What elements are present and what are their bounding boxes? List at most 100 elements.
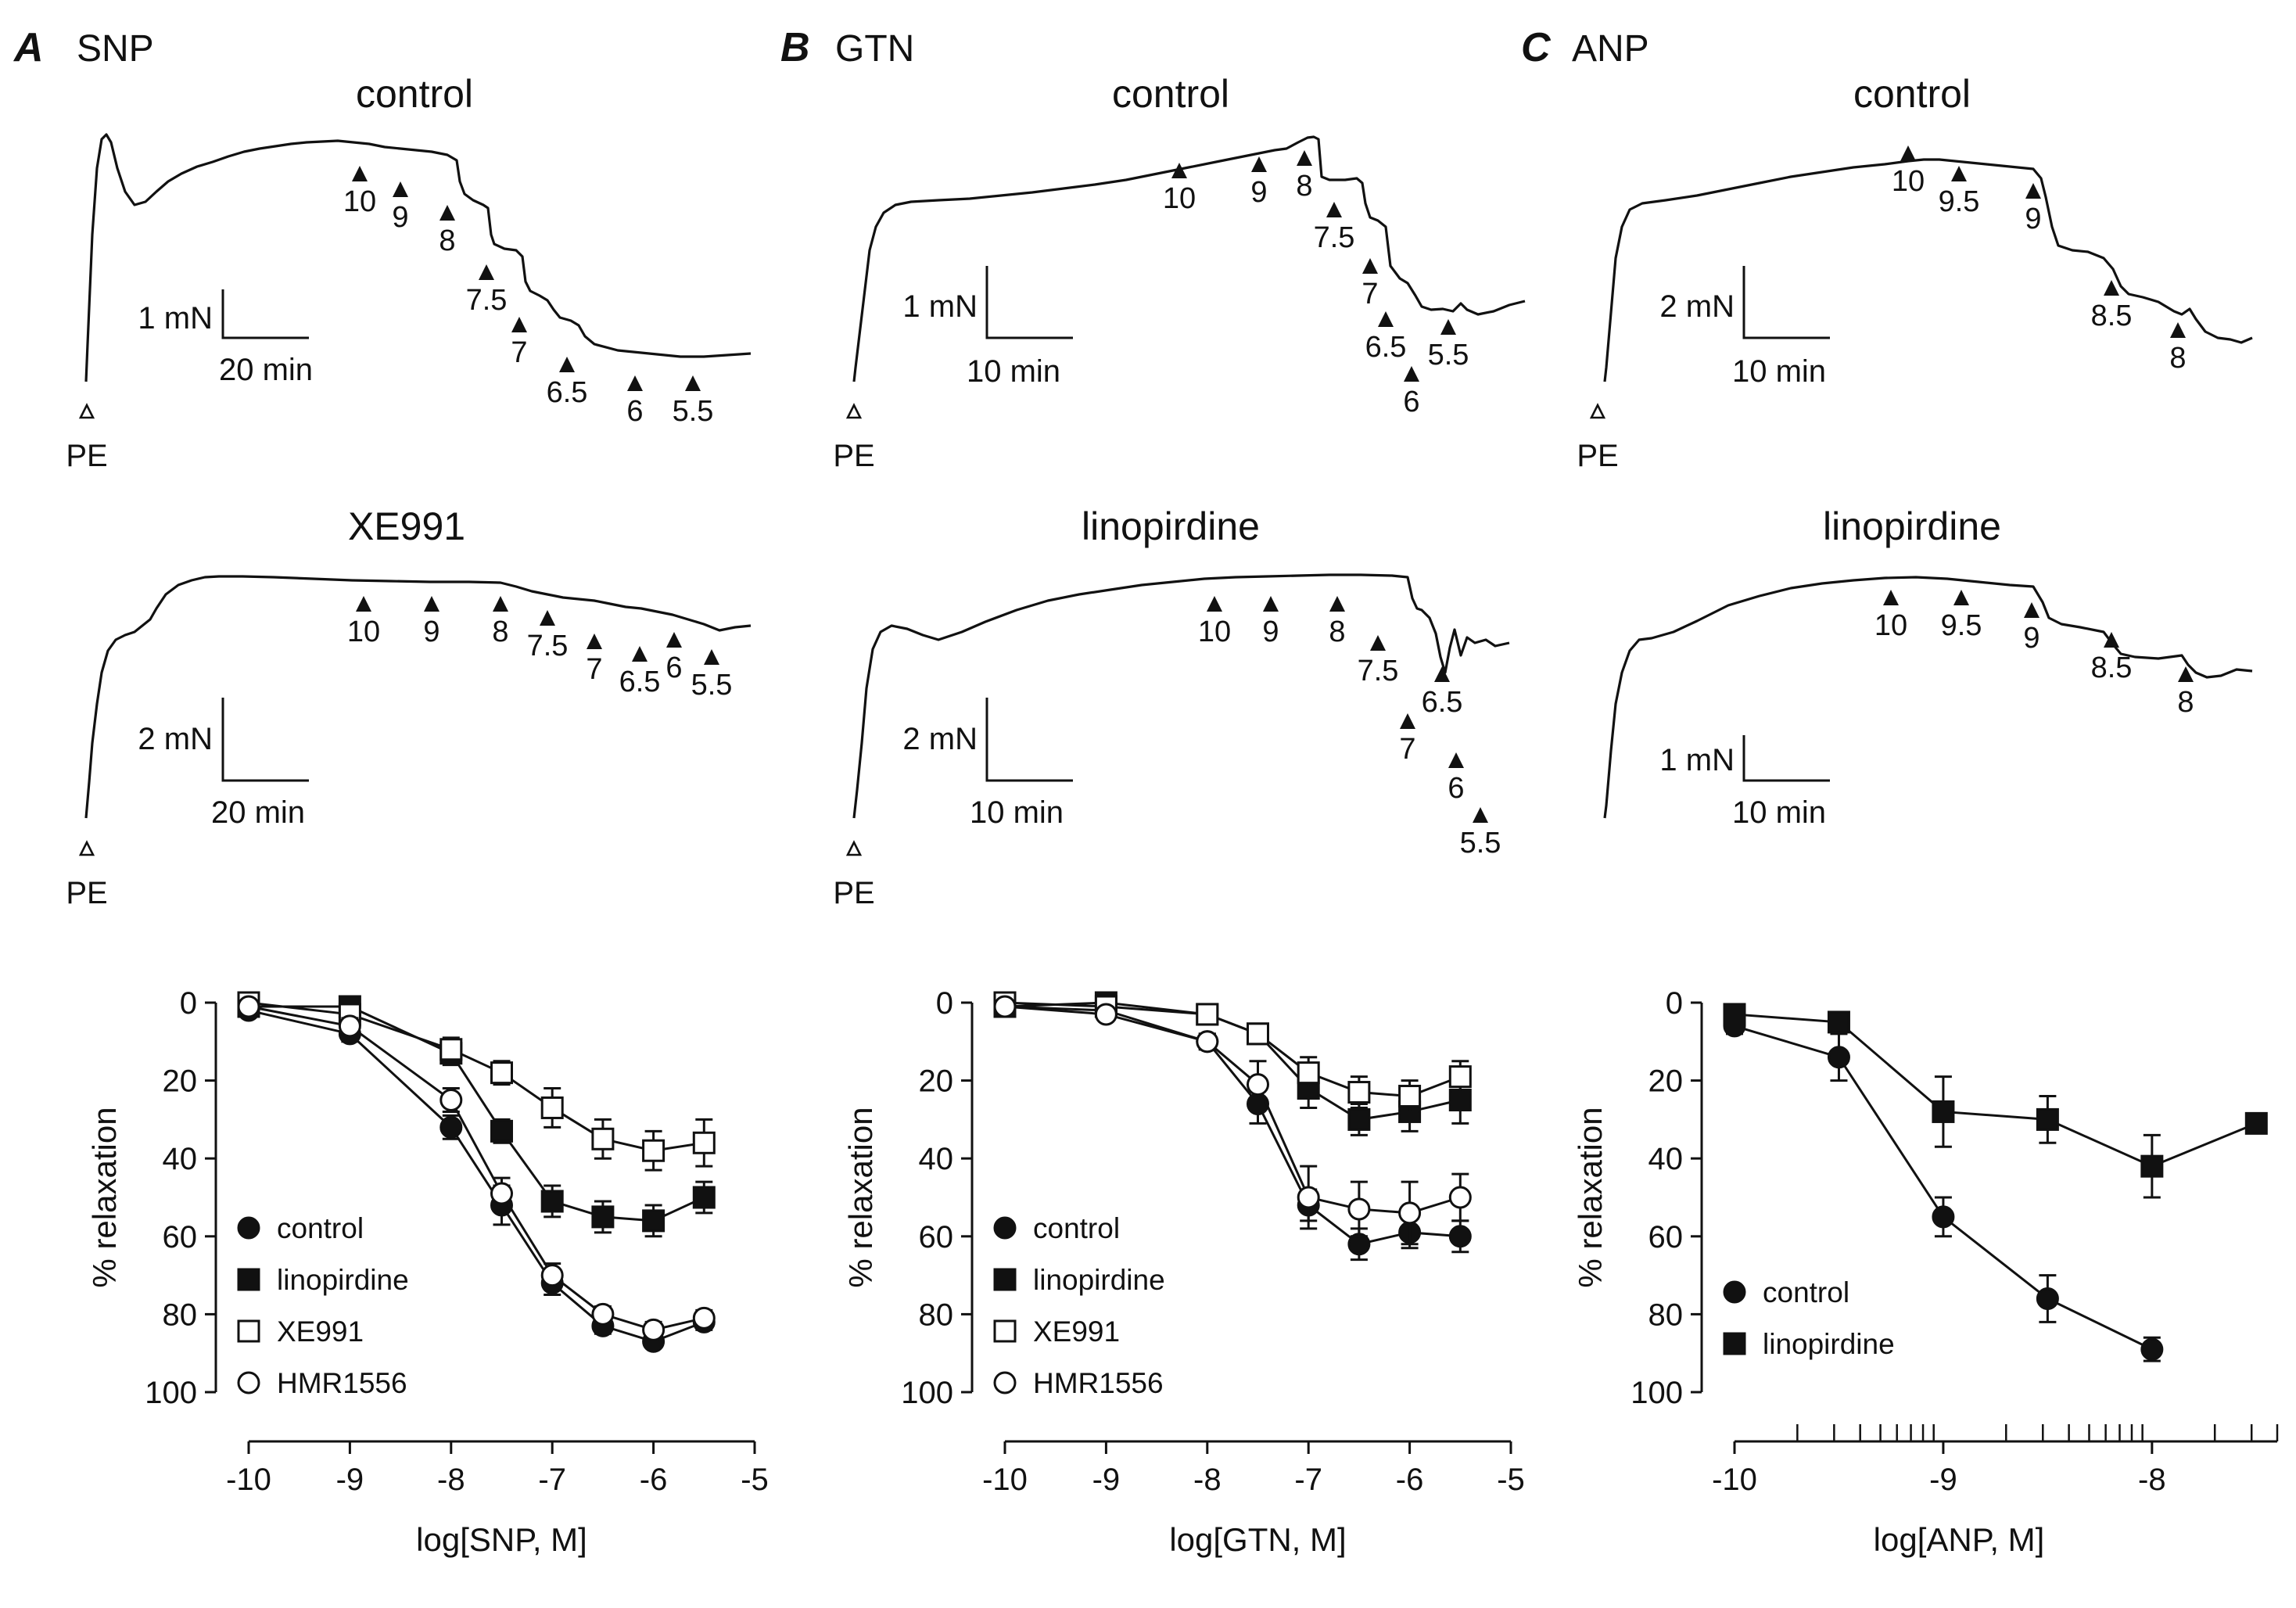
addition-label: 5.5	[1460, 827, 1501, 860]
addition-arrow-icon	[1362, 258, 1378, 274]
addition-label: 6	[1403, 386, 1419, 418]
trace-title-c-linopirdine: linopirdine	[1823, 504, 2001, 548]
addition-label: 8	[492, 616, 508, 648]
data-point	[2244, 1111, 2268, 1135]
y-tick-label: 20	[1648, 1064, 1684, 1099]
addition-arrow-icon	[2024, 602, 2039, 618]
addition-arrow-icon	[1434, 666, 1450, 682]
scale-bar-b-linopirdine	[985, 698, 1073, 782]
data-point	[439, 1038, 463, 1061]
addition-label: 7	[1399, 733, 1415, 766]
addition-arrow-icon	[493, 596, 508, 612]
data-point	[1297, 1186, 1320, 1209]
legend-marker	[237, 1319, 260, 1343]
addition-label: 10	[1163, 182, 1196, 215]
scale-time-c-linopirdine: 10 min	[1732, 795, 1826, 830]
legend-marker	[1723, 1280, 1746, 1304]
series-hmr1556	[237, 995, 716, 1341]
addition-arrow-icon	[1953, 590, 1969, 605]
addition-label: 5.5	[691, 669, 733, 702]
scale-force-a-control: 1 mN	[138, 301, 213, 336]
legend-marker	[993, 1371, 1017, 1394]
x-tick-label: -8	[437, 1463, 465, 1497]
data-point	[540, 1264, 564, 1287]
y-tick-label: 60	[919, 1220, 954, 1254]
data-point	[2140, 1337, 2164, 1361]
scale-time-b-control: 10 min	[967, 354, 1060, 389]
addition-label: 10	[347, 616, 380, 648]
scale-force-a-xe991: 2 mN	[138, 722, 213, 756]
panel-letter-b: B	[780, 25, 810, 70]
addition-arrow-icon	[1404, 366, 1419, 382]
legend-marker	[237, 1371, 260, 1394]
y-tick-label: 0	[180, 986, 197, 1021]
data-point	[1094, 1003, 1118, 1026]
data-point	[1347, 1081, 1371, 1104]
scale-time-a-control: 20 min	[219, 353, 313, 387]
chart-gtn: 0 20 40 60 80 100 % relaxation -10 -9 -8 -7 -6 -5 log…	[842, 986, 1525, 1558]
series-line	[1004, 1005, 1461, 1215]
data-point	[2036, 1287, 2059, 1310]
legend-marker	[237, 1268, 260, 1291]
addition-label: 6.5	[1422, 686, 1463, 719]
trace-title-b-linopirdine: linopirdine	[1082, 504, 1260, 548]
y-axis-title: % relaxation	[842, 1107, 879, 1287]
addition-label: 6	[1448, 772, 1464, 805]
data-point	[439, 1115, 463, 1139]
scale-bar-a-xe991	[221, 698, 309, 782]
data-point	[1448, 1065, 1472, 1089]
y-tick-label: 100	[1631, 1376, 1683, 1410]
pe-marker-icon	[78, 840, 95, 856]
trace-title-a-xe991: XE991	[348, 504, 465, 548]
scale-bar-c-control	[1742, 266, 1830, 339]
x-tick-label: -6	[1396, 1463, 1424, 1497]
addition-arrow-icon	[439, 205, 455, 221]
addition-label: 8.5	[2091, 651, 2133, 684]
legend-label: HMR1556	[1033, 1367, 1164, 1399]
addition-arrow-icon	[559, 357, 575, 372]
addition-label: 6.5	[547, 376, 588, 409]
addition-label: 5.5	[673, 395, 714, 428]
data-point	[591, 1302, 615, 1326]
scale-force-b-control: 1 mN	[902, 289, 978, 324]
series-line	[248, 1001, 705, 1152]
addition-arrow-icon	[356, 596, 371, 612]
y-tick-label: 40	[919, 1142, 954, 1176]
tension-trace-a-control	[84, 133, 752, 382]
addition-arrow-icon	[1448, 752, 1464, 768]
y-tick-label: 60	[163, 1220, 198, 1254]
data-point	[1196, 1030, 1219, 1053]
data-point	[439, 1089, 463, 1111]
y-tick-label: 20	[919, 1064, 954, 1099]
data-point	[1827, 1010, 1850, 1034]
addition-label: 9	[423, 616, 439, 648]
y-tick-label: 0	[936, 986, 953, 1021]
tension-trace-b-linopirdine	[852, 573, 1510, 819]
addition-label: 9.5	[1939, 185, 1980, 218]
data-point	[1932, 1205, 1955, 1229]
series-control	[1723, 1014, 2164, 1362]
legend-label: control	[277, 1212, 364, 1244]
y-tick-label: 100	[901, 1376, 953, 1410]
legend-label: XE991	[1033, 1315, 1120, 1348]
scale-time-b-linopirdine: 10 min	[970, 795, 1064, 830]
addition-arrow-icon	[352, 166, 368, 181]
legend-label: control	[1763, 1276, 1849, 1308]
x-tick-label: -9	[1929, 1463, 1957, 1497]
legend-marker	[237, 1216, 260, 1240]
pe-label-b-control: PE	[833, 439, 874, 473]
data-point	[2140, 1154, 2164, 1178]
data-point	[692, 1186, 716, 1209]
addition-arrow-icon	[511, 317, 527, 332]
data-point	[1297, 1061, 1320, 1085]
pe-label-a-xe991: PE	[66, 876, 107, 910]
concentration-response-charts: 0 20 40 60 80 100 % relaxation -10 -9 -8 -7 -6 -5 log…	[86, 986, 2279, 1558]
tension-trace-a-xe991	[84, 575, 752, 819]
addition-label: 10	[1892, 165, 1925, 198]
y-axis-title: % relaxation	[1572, 1107, 1609, 1287]
tension-trace-c-linopirdine	[1603, 576, 2253, 819]
series-line	[1004, 1001, 1461, 1121]
legend-marker	[993, 1319, 1017, 1343]
addition-label: 10	[1198, 616, 1231, 648]
x-axis-title: log[SNP, M]	[416, 1521, 587, 1558]
